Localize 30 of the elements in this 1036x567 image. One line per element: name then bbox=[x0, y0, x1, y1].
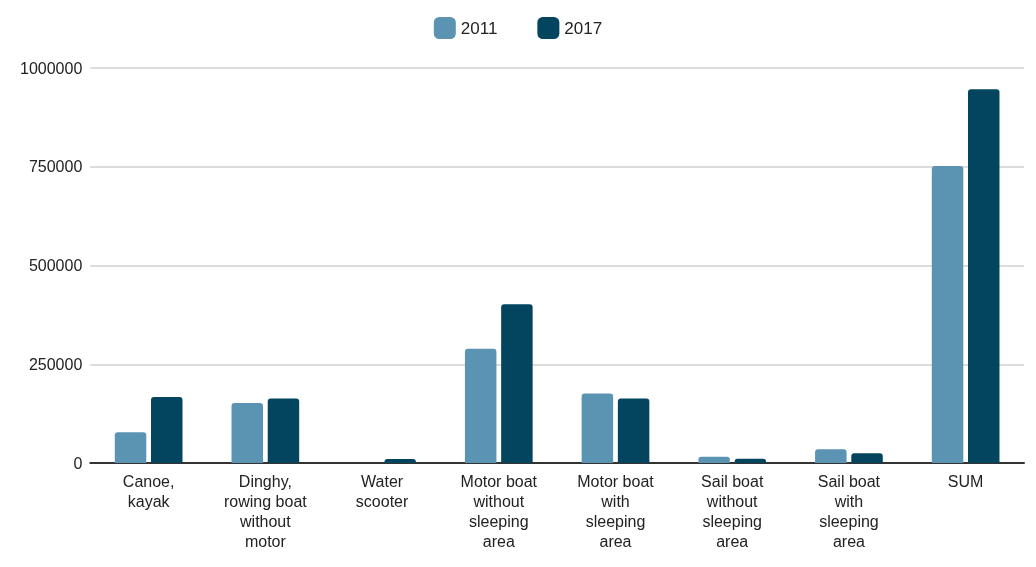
legend-label: 2017 bbox=[564, 18, 603, 38]
y-tick-label: 1000000 bbox=[19, 59, 83, 77]
x-tick-label: Water scooter bbox=[355, 472, 409, 510]
bar bbox=[231, 402, 263, 463]
bar bbox=[734, 458, 767, 463]
bar bbox=[501, 304, 533, 463]
bar bbox=[851, 453, 883, 463]
bar bbox=[698, 456, 730, 463]
x-tick-label: SUM bbox=[947, 472, 984, 490]
x-tick-label: Canoe, kayak bbox=[122, 472, 175, 510]
y-tick-label: 250000 bbox=[28, 355, 83, 373]
bar bbox=[968, 89, 1000, 463]
bar bbox=[617, 398, 650, 463]
y-tick-label: 750000 bbox=[28, 158, 83, 176]
bar bbox=[384, 459, 416, 463]
x-tick-label: Motor boat without sleeping area bbox=[460, 472, 538, 550]
x-tick-label: Sail boat with sleeping area bbox=[817, 472, 881, 550]
bar bbox=[815, 449, 847, 463]
legend-label: 2011 bbox=[460, 18, 498, 38]
x-tick-label: Motor boat with sleeping area bbox=[577, 472, 655, 550]
bar bbox=[931, 165, 964, 463]
bar bbox=[267, 398, 300, 463]
bar bbox=[464, 348, 497, 463]
bar bbox=[114, 432, 147, 463]
x-tick-label: Dinghy, rowing boat without motor bbox=[224, 472, 308, 550]
bar bbox=[581, 393, 614, 463]
y-tick-label: 0 bbox=[73, 454, 83, 472]
bar bbox=[151, 397, 183, 463]
x-tick-label: Sail boat without sleeping area bbox=[701, 472, 764, 550]
y-tick-label: 500000 bbox=[28, 257, 83, 274]
